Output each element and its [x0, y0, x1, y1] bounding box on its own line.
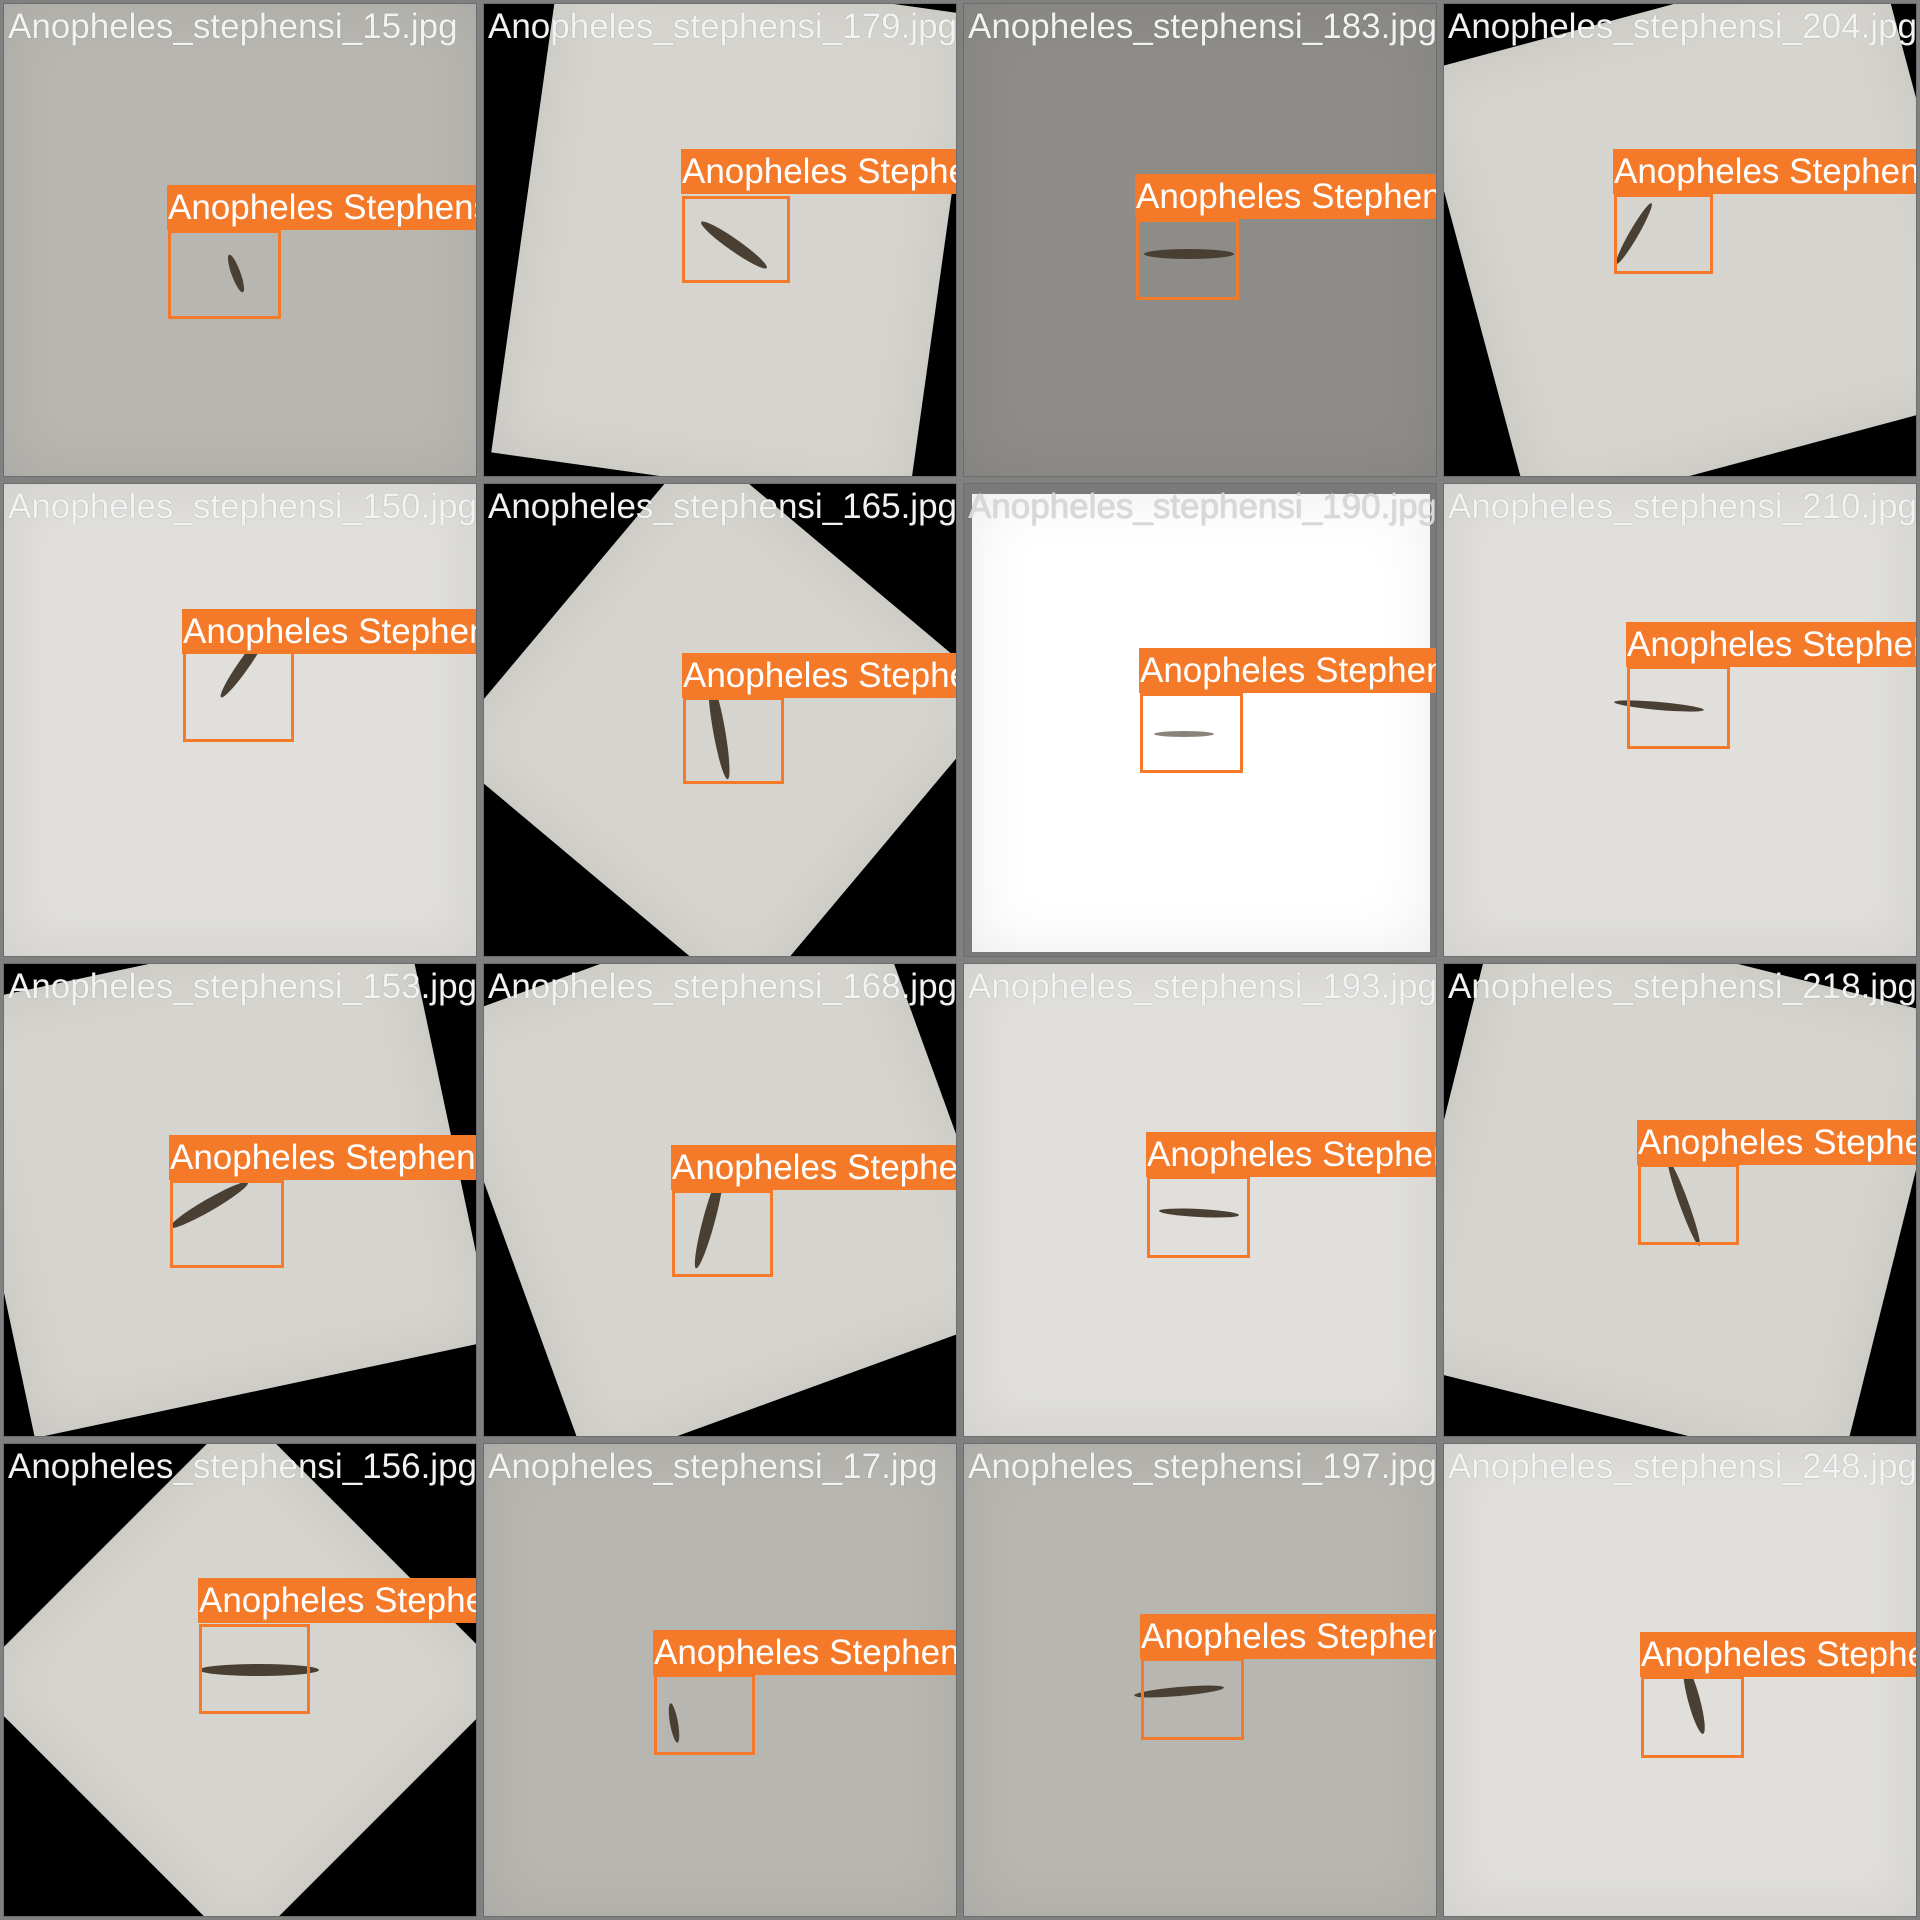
background-paper	[4, 4, 476, 476]
file-name: Anopheles_stephensi_193.jpg	[968, 967, 1437, 1006]
detection-box	[1141, 1658, 1244, 1740]
background-paper	[964, 1444, 1436, 1916]
detection-label: Anopheles Stephensi	[182, 609, 476, 654]
file-name: Anopheles_stephensi_168.jpg	[488, 967, 957, 1006]
detection-label: Anopheles Stephensi	[1640, 1632, 1916, 1677]
image-tile: Anopheles Stephensi Anopheles_stephensi_…	[483, 1443, 957, 1917]
detection-box	[1614, 194, 1713, 274]
detection-box	[199, 1624, 310, 1714]
file-name: Anopheles_stephensi_153.jpg	[8, 967, 477, 1006]
background-paper	[1444, 484, 1916, 956]
file-name: Anopheles_stephensi_150.jpg	[8, 487, 477, 526]
file-name: Anopheles_stephensi_156.jpg	[8, 1447, 477, 1486]
detection-box	[1136, 219, 1239, 300]
image-tile: Anopheles Stephensi Anopheles_stephensi_…	[483, 483, 957, 957]
detection-label: Anopheles Stephensi	[167, 185, 476, 230]
detection-box	[672, 1190, 773, 1277]
detection-label: Anopheles Stephensi	[169, 1135, 476, 1180]
detection-label: Anopheles Stephensi	[1613, 149, 1916, 194]
file-name: Anopheles_stephensi_248.jpg	[1448, 1447, 1917, 1486]
detection-box	[1638, 1164, 1739, 1245]
file-name: Anopheles_stephensi_183.jpg	[968, 7, 1437, 46]
detection-box	[168, 230, 281, 319]
background-paper	[484, 1444, 956, 1916]
detection-box	[170, 1180, 284, 1268]
detection-label: Anopheles Stephensi	[1135, 174, 1436, 219]
background-paper	[4, 484, 476, 956]
background-paper	[972, 494, 1430, 952]
detection-box	[1627, 666, 1730, 749]
image-tile: Anopheles Stephensi Anopheles_stephensi_…	[1443, 483, 1917, 957]
detection-box	[1140, 693, 1243, 773]
detection-box	[1641, 1676, 1744, 1758]
image-tile: Anopheles Stephensi Anopheles_stephensi_…	[963, 3, 1437, 477]
image-tile: Anopheles Stephensi Anopheles_stephensi_…	[483, 3, 957, 477]
detection-label: Anopheles Stephensi	[671, 1145, 956, 1190]
file-name: Anopheles_stephensi_197.jpg	[968, 1447, 1437, 1486]
file-name: Anopheles_stephensi_17.jpg	[488, 1447, 938, 1486]
detection-label: Anopheles Stephensi	[653, 1630, 956, 1675]
image-tile: Anopheles Stephensi Anopheles_stephensi_…	[963, 1443, 1437, 1917]
detection-box	[183, 649, 294, 742]
detection-label: Anopheles Stephensi	[1140, 1614, 1436, 1659]
detection-label: Anopheles Stephensi	[1626, 622, 1916, 667]
image-tile: Anopheles Stephensi Anopheles_stephensi_…	[3, 1443, 477, 1917]
image-tile: Anopheles Stephensi Anopheles_stephensi_…	[963, 963, 1437, 1437]
image-tile: Anopheles Stephensi Anopheles_stephensi_…	[483, 963, 957, 1437]
image-tile: Anopheles Stephensi Anopheles_stephensi_…	[3, 3, 477, 477]
detection-label: Anopheles Stephensi	[681, 149, 956, 194]
mosquito-body	[1154, 731, 1214, 737]
background-paper	[964, 964, 1436, 1436]
image-tile: Anopheles Stephensi Anopheles_stephensi_…	[1443, 1443, 1917, 1917]
background-paper	[964, 4, 1436, 476]
detection-label: Anopheles Stephensi	[1139, 648, 1436, 693]
mosquito-body	[199, 1664, 319, 1676]
image-tile: Anopheles Stephensi Anopheles_stephensi_…	[963, 483, 1437, 957]
image-tile: Anopheles Stephensi Anopheles_stephensi_…	[3, 963, 477, 1437]
detection-box	[1147, 1176, 1250, 1258]
detection-box	[683, 697, 784, 784]
file-name: Anopheles_stephensi_210.jpg	[1448, 487, 1917, 526]
image-tile: Anopheles Stephensi Anopheles_stephensi_…	[3, 483, 477, 957]
detection-label: Anopheles Stephensi	[682, 653, 956, 698]
file-name: Anopheles_stephensi_179.jpg	[488, 7, 957, 46]
detection-label: Anopheles Stephensi	[1637, 1120, 1916, 1165]
file-name: Anopheles_stephensi_15.jpg	[8, 7, 458, 46]
detection-label: Anopheles Stephensi	[1146, 1132, 1436, 1177]
mosquito-body	[1144, 249, 1234, 259]
file-name: Anopheles_stephensi_204.jpg	[1448, 7, 1917, 46]
file-name: Anopheles_stephensi_218.jpg	[1448, 967, 1917, 1006]
detection-box	[654, 1674, 755, 1755]
detection-label: Anopheles Stephensi	[198, 1578, 476, 1623]
file-name: Anopheles_stephensi_165.jpg	[488, 487, 957, 526]
background-paper	[1444, 1444, 1916, 1916]
detection-box	[682, 196, 790, 283]
image-tile: Anopheles Stephensi Anopheles_stephensi_…	[1443, 3, 1917, 477]
image-tile: Anopheles Stephensi Anopheles_stephensi_…	[1443, 963, 1917, 1437]
file-name: Anopheles_stephensi_190.jpg	[968, 487, 1437, 526]
